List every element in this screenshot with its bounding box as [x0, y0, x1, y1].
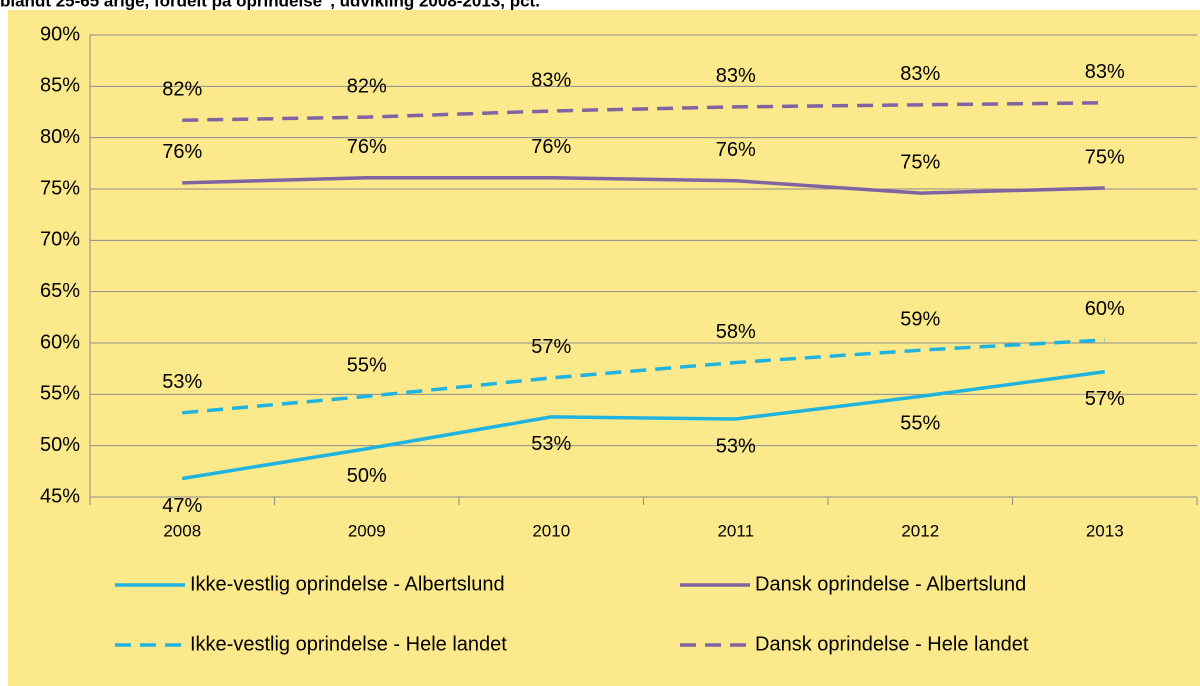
y-tick-label: 60%: [40, 331, 80, 353]
data-label: 57%: [1085, 388, 1125, 410]
legend-label: Dansk oprindelse - Hele landet: [755, 633, 1029, 655]
data-label: 59%: [900, 308, 940, 330]
data-label: 76%: [531, 136, 571, 158]
chart-background: [8, 10, 1200, 686]
data-label: 55%: [900, 413, 940, 435]
y-tick-label: 45%: [40, 485, 80, 507]
y-tick-label: 90%: [40, 23, 80, 45]
y-tick-label: 80%: [40, 126, 80, 148]
data-label: 57%: [531, 336, 571, 358]
data-label: 82%: [347, 75, 387, 97]
legend-label: Dansk oprindelse - Albertslund: [755, 573, 1026, 595]
x-tick-label: 2012: [901, 521, 939, 540]
x-tick-label: 2013: [1086, 521, 1124, 540]
x-tick-label: 2008: [163, 521, 201, 540]
line: [182, 101, 1105, 122]
data-label: 75%: [1085, 146, 1125, 168]
line: [182, 175, 1105, 195]
y-tick-label: 50%: [40, 434, 80, 456]
data-label: 76%: [716, 139, 756, 161]
legend-label: Ikke-vestlig oprindelse - Hele landet: [190, 633, 507, 655]
x-tick-label: 2010: [532, 521, 570, 540]
data-label: 50%: [347, 465, 387, 487]
line: [181, 370, 1105, 481]
legend-label: Ikke-vestlig oprindelse - Albertslund: [190, 573, 505, 595]
x-tick-label: 2009: [348, 521, 386, 540]
data-label: 76%: [162, 141, 202, 163]
x-tick-label: 2011: [717, 521, 754, 540]
y-tick-label: 85%: [40, 75, 80, 97]
data-label: 83%: [531, 69, 571, 91]
data-label: 82%: [162, 78, 202, 100]
y-tick-label: 65%: [40, 280, 80, 302]
y-tick-label: 55%: [40, 383, 80, 405]
data-label: 53%: [531, 433, 571, 455]
data-label: 53%: [162, 371, 202, 393]
data-label: 58%: [716, 321, 756, 343]
y-tick-label: 70%: [40, 229, 80, 251]
data-label: 76%: [347, 136, 387, 158]
line: [182, 338, 1105, 415]
data-label: 55%: [347, 355, 387, 377]
chart-title: blandt 25-65 årige, fordelt på oprindels…: [0, 0, 540, 10]
y-tick-label: 75%: [40, 177, 80, 199]
data-label: 60%: [1085, 298, 1125, 320]
data-label: 53%: [716, 435, 756, 457]
data-label: 47%: [162, 495, 202, 517]
data-label: 83%: [1085, 61, 1125, 83]
data-label: 83%: [716, 65, 756, 87]
data-label: 75%: [900, 151, 940, 173]
data-label: 83%: [900, 63, 940, 85]
